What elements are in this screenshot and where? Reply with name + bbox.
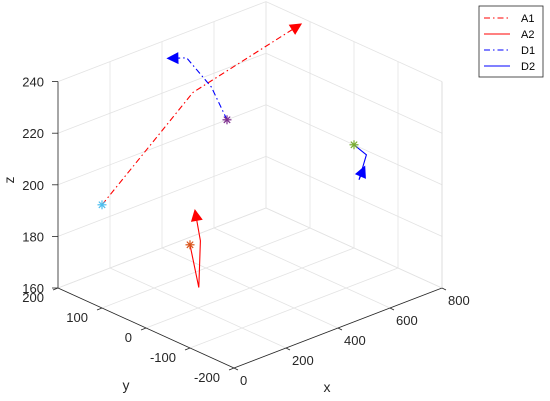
legend-label: D2: [521, 61, 535, 73]
grid-line-floor-y: [189, 267, 399, 349]
legend: A1 A2 D1 D2: [478, 5, 544, 78]
z-axis-label: z: [1, 177, 17, 184]
end-marker: [288, 23, 303, 35]
grid-line-wall-yz: [265, 1, 443, 82]
start-marker-stroke: [350, 141, 358, 149]
x-tick-mark: [441, 287, 447, 291]
x-tick-label: 200: [292, 353, 314, 368]
legend-entry: A2: [484, 29, 534, 41]
y-tick-label: 0: [125, 330, 132, 345]
tick-labels: 0200400600800-200-1000100200160180200220…: [22, 75, 469, 388]
z-tick-label: 160: [22, 281, 44, 296]
z-tick-label: 180: [22, 229, 44, 244]
x-tick-label: 0: [240, 373, 247, 388]
series-line: [101, 26, 298, 206]
end-marker: [166, 52, 179, 65]
end-marker: [190, 208, 203, 222]
y-tick-mark: [228, 367, 235, 371]
start-marker: [349, 140, 359, 150]
grid-line-wall-xz: [57, 52, 267, 134]
y-axis-label: y: [123, 377, 130, 393]
y-tick-mark: [140, 327, 147, 331]
legend-label: A1: [521, 13, 534, 25]
grid-line-wall-yz: [265, 207, 443, 289]
series-a2: [185, 208, 203, 288]
x-tick-label: 800: [448, 293, 470, 308]
start-marker: [97, 200, 107, 210]
end-marker: [354, 165, 366, 179]
series-layer: [97, 23, 368, 288]
grid-line-wall-xz: [57, 207, 267, 289]
start-marker-stroke: [186, 241, 194, 249]
y-tick-mark: [184, 347, 191, 351]
x-tick-label: 600: [396, 313, 418, 328]
legend-entry: A1: [484, 13, 534, 25]
x-axis-label: x: [324, 379, 331, 395]
x-tick-label: 400: [344, 333, 366, 348]
start-marker: [185, 240, 195, 250]
grid-line-wall-xz: [57, 1, 267, 82]
start-marker: [222, 115, 232, 125]
y-tick-label: -200: [194, 370, 220, 385]
series-d2: [349, 140, 368, 181]
z-tick-label: 240: [22, 75, 44, 90]
x-tick-mark: [389, 307, 395, 311]
grid-line-wall-yz: [265, 52, 443, 134]
start-marker-stroke: [98, 201, 106, 209]
series-d1: [166, 52, 232, 125]
legend-entry: D2: [484, 61, 535, 73]
x-tick-mark: [337, 327, 343, 331]
series-line: [172, 57, 228, 121]
legend-label: D1: [521, 45, 535, 57]
legend-entry: D1: [484, 45, 535, 57]
y-tick-mark: [96, 307, 103, 311]
grid-line-floor-y: [101, 227, 311, 309]
y-tick-label: 100: [66, 310, 88, 325]
z-tick-label: 200: [22, 178, 44, 193]
x-tick-mark: [233, 367, 239, 371]
z-tick-label: 220: [22, 126, 44, 141]
grid-line-floor-y: [145, 247, 355, 329]
series-a1: [97, 23, 303, 210]
y-tick-label: 200: [22, 290, 44, 305]
y-tick-label: -100: [150, 350, 176, 365]
start-marker-stroke: [223, 116, 231, 124]
grid-line-wall-xz: [57, 156, 267, 237]
grid-line-wall-yz: [265, 156, 443, 237]
series-line: [189, 214, 201, 288]
x-tick-mark: [285, 347, 291, 351]
legend-label: A2: [521, 29, 534, 41]
grid-line-wall-xz: [57, 104, 267, 186]
